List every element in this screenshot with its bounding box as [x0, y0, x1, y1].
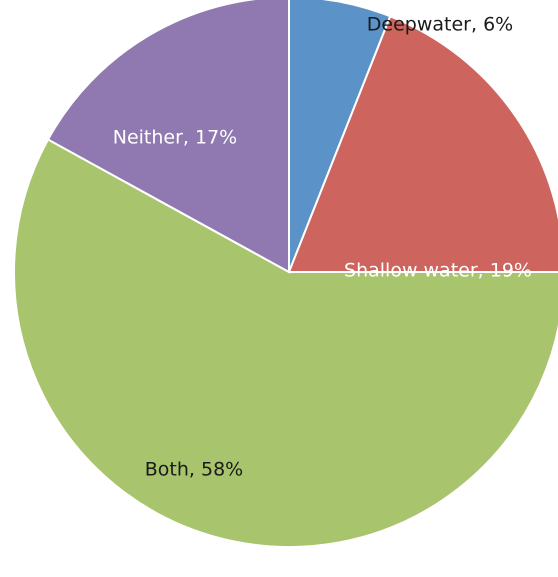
pie-slice-shallow-water: [287, 15, 558, 273]
pie-slice-neither: [46, 0, 290, 274]
data-label-shallow-water: Shallow water, 19%: [344, 260, 532, 282]
slices-layer: [13, 0, 558, 548]
pie-slice-both: [13, 138, 558, 548]
data-label-neither: Neither, 17%: [113, 127, 237, 149]
data-label-deepwater: Deepwater, 6%: [367, 14, 513, 36]
labels-layer: Deepwater, 6% Shallow water, 19% Both, 58%…: [113, 14, 532, 481]
data-label-both: Both, 58%: [145, 459, 243, 481]
